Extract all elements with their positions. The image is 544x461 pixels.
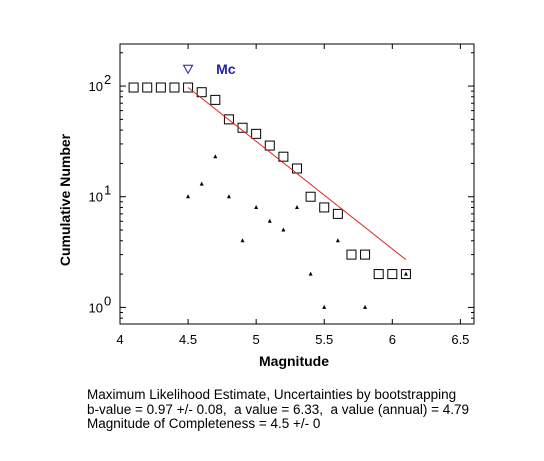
estimate-caption: Maximum Likelihood Estimate, Uncertainti…	[87, 387, 470, 432]
cumulative-point	[169, 82, 180, 93]
y-tick-label: 10	[89, 190, 103, 205]
cumulative-point	[373, 269, 384, 280]
cumulative-point	[251, 128, 262, 139]
caption-completeness: Magnitude of Completeness = 4.5 +/- 0	[87, 416, 321, 431]
noncumulative-point	[213, 154, 218, 159]
noncumulative-point	[363, 304, 368, 309]
mc-triangle-marker	[182, 64, 194, 75]
y-tick-exponent: 0	[104, 293, 111, 308]
noncumulative-point	[186, 194, 191, 199]
y-tick-label: 10	[89, 300, 103, 315]
cumulative-point	[155, 82, 166, 93]
mc-label: Mc	[216, 61, 236, 77]
noncumulative-point	[308, 271, 313, 276]
cumulative-point	[264, 140, 275, 151]
fit-line	[187, 87, 407, 261]
cumulative-point	[196, 87, 207, 98]
noncumulative-point	[240, 238, 245, 243]
noncumulative-point	[281, 227, 286, 232]
x-tick-label: 6.5	[451, 332, 469, 347]
y-tick-exponent: 2	[104, 72, 111, 87]
cumulative-point	[346, 249, 357, 260]
noncumulative-point	[403, 271, 408, 276]
cumulative-point	[387, 269, 398, 280]
cumulative-point	[128, 82, 139, 93]
noncumulative-point	[267, 218, 272, 223]
noncumulative-point	[199, 181, 204, 186]
x-tick-label: 5	[253, 332, 260, 347]
y-tick-label: 10	[89, 79, 103, 94]
x-tick-label: 4.5	[179, 332, 197, 347]
cumulative-point	[142, 82, 153, 93]
caption-b-value: b-value = 0.97 +/- 0.08, a value = 6.33,…	[87, 401, 470, 417]
caption-method: Maximum Likelihood Estimate, Uncertainti…	[87, 387, 457, 402]
x-tick-label: 5.5	[315, 332, 333, 347]
cumulative-point	[332, 208, 343, 219]
x-tick-label: 6	[389, 332, 396, 347]
noncumulative-point	[322, 304, 327, 309]
cumulative-point	[319, 202, 330, 213]
cumulative-point	[305, 191, 316, 202]
plot-frame	[119, 43, 475, 325]
cumulative-point	[278, 151, 289, 162]
noncumulative-point	[335, 238, 340, 243]
x-axis-title: Magnitude	[259, 353, 329, 369]
y-tick-exponent: 1	[104, 183, 111, 198]
noncumulative-point	[295, 204, 299, 209]
cumulative-point	[360, 249, 371, 260]
noncumulative-point	[254, 204, 259, 209]
cumulative-point	[237, 122, 248, 133]
y-axis-title: Cumulative Number	[57, 133, 73, 266]
x-tick-label: 4	[116, 332, 123, 347]
cumulative-point	[210, 94, 221, 105]
noncumulative-point	[226, 194, 231, 199]
